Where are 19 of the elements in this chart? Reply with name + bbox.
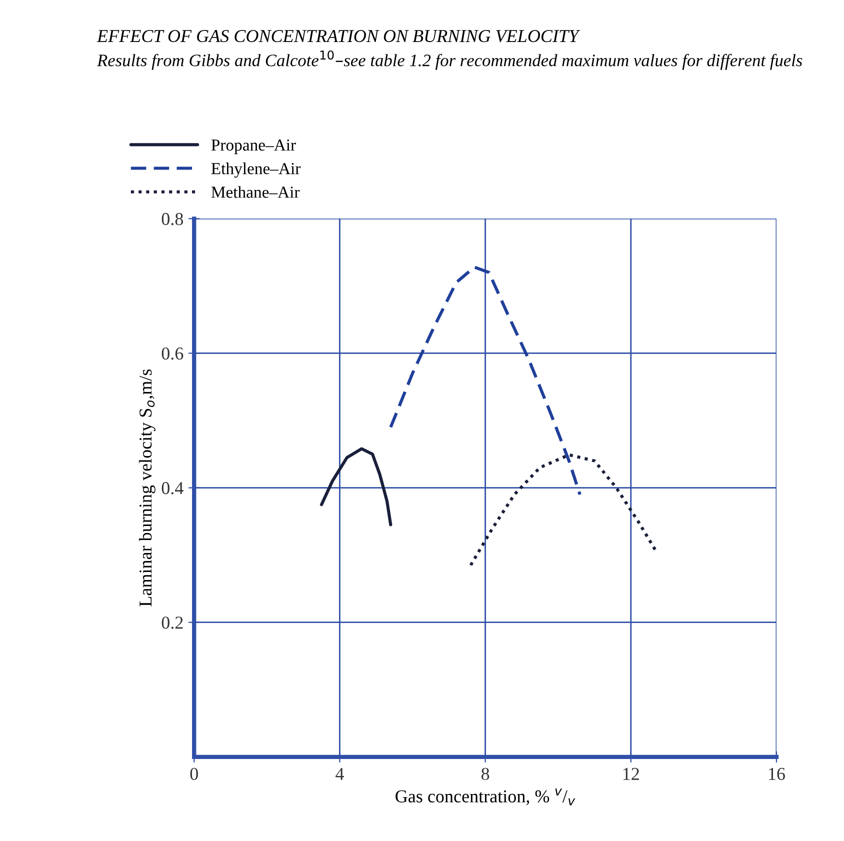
legend-label: Propane–Air [211, 139, 296, 154]
line-series [469, 453, 658, 567]
x-tick-label: 0 [190, 768, 198, 780]
x-tick-label: 8 [481, 768, 490, 780]
y-axis-title: Laminar burning velocity S$_{o}$,m/s [138, 369, 156, 606]
y-tick-label: 0.4 [162, 482, 184, 494]
chart-subtitle: Results from Gibbs and Calcote$^{10}$–see table 1.2 for recommended maximum values for different fuels [96, 50, 802, 70]
x-tick-label: 12 [623, 768, 639, 780]
y-tick-label: 0.8 [162, 212, 184, 226]
x-axis-title: Gas concentration, % $^{v}$/$_{v}$ [396, 788, 576, 806]
line-series [320, 447, 392, 526]
x-tick-label: 16 [769, 768, 785, 780]
line-series [389, 266, 582, 496]
y-tick-label: 0.2 [162, 616, 183, 629]
legend-label: Methane–Air [211, 186, 300, 198]
x-tick-label: 4 [336, 768, 344, 780]
chart-title: EFFECT OF GAS CONCENTRATION ON BURNING VELOCITY [96, 30, 580, 42]
legend-label: Ethylene–Air [211, 162, 301, 178]
y-tick-label: 0.6 [162, 347, 184, 360]
